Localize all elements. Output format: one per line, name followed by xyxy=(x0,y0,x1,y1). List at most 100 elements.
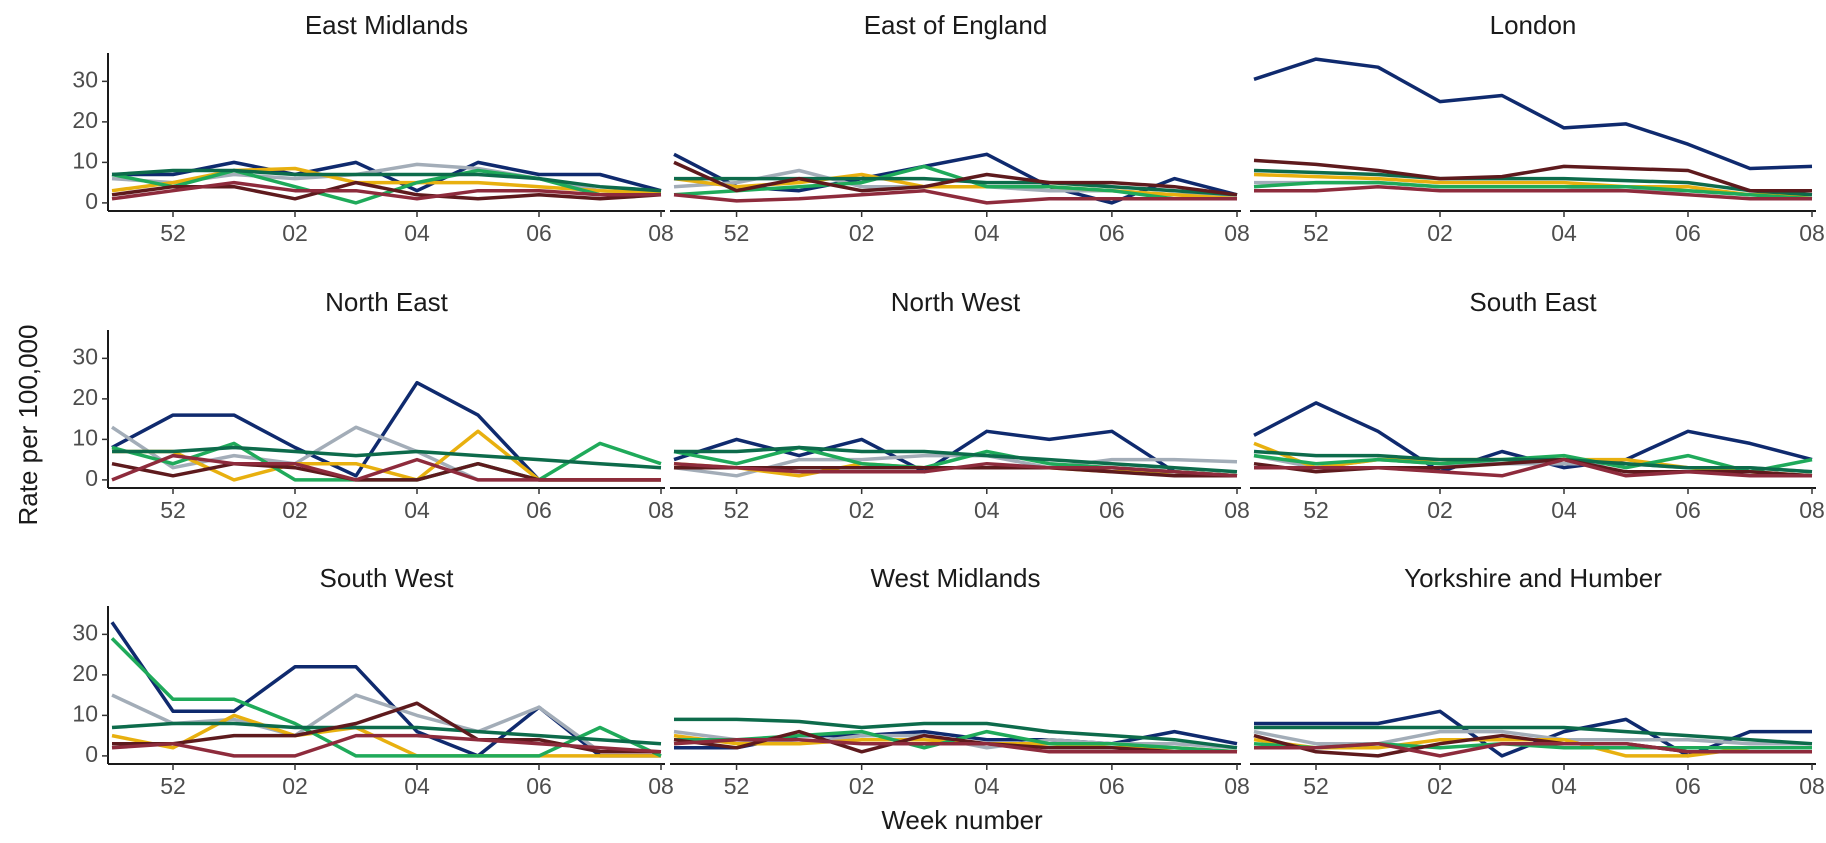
panel: East of England 52 02 04 06 08 xyxy=(670,10,1250,246)
x-tick-label: 08 xyxy=(1799,773,1825,799)
x-tick-label: 08 xyxy=(648,220,674,246)
x-tick-label: 04 xyxy=(1551,220,1577,246)
series-line xyxy=(673,168,1237,197)
x-tick-label: 06 xyxy=(526,497,552,523)
series-line xyxy=(111,180,661,201)
x-tick-label: 04 xyxy=(974,497,1000,523)
series-line xyxy=(111,168,662,193)
x-axis-title: Week number xyxy=(881,805,1043,835)
panel: North East 52 02 04 06 08 0 10 20 30 xyxy=(72,287,673,523)
x-tick-label: 06 xyxy=(1099,773,1125,799)
series-line xyxy=(1253,449,1813,474)
x-tick-label: 06 xyxy=(1099,497,1125,523)
series-line xyxy=(112,160,662,193)
series-line xyxy=(673,164,1237,201)
y-tick-label: 0 xyxy=(85,741,98,767)
y-tick-label: 20 xyxy=(72,107,98,133)
y-tick-label: 30 xyxy=(72,66,98,92)
panel-title: North West xyxy=(891,287,1021,317)
x-tick-label: 02 xyxy=(282,497,308,523)
x-tick-label: 08 xyxy=(1224,497,1250,523)
series-line xyxy=(673,461,1238,478)
y-tick-label: 20 xyxy=(72,660,98,686)
x-tick-label: 52 xyxy=(1303,773,1329,799)
x-tick-label: 06 xyxy=(526,773,552,799)
series-line xyxy=(1253,172,1812,197)
panel-title: South West xyxy=(320,563,455,593)
x-tick-label: 52 xyxy=(160,773,186,799)
series-line xyxy=(1253,729,1812,746)
x-tick-label: 52 xyxy=(724,220,750,246)
y-tick-label: 30 xyxy=(72,343,98,369)
series-line xyxy=(1254,184,1812,201)
series-line xyxy=(1254,741,1812,758)
x-tick-label: 52 xyxy=(160,220,186,246)
panel-title: West Midlands xyxy=(870,563,1040,593)
series-line xyxy=(1253,168,1813,197)
x-tick-label: 06 xyxy=(1675,773,1701,799)
x-tick-label: 04 xyxy=(404,497,430,523)
panel: Yorkshire and Humber 52 02 04 06 08 xyxy=(1250,563,1825,799)
y-axis-title: Rate per 100,000 xyxy=(13,325,43,526)
x-tick-label: 52 xyxy=(1303,220,1329,246)
series-line xyxy=(1253,457,1813,478)
series-line xyxy=(673,429,1238,478)
x-tick-label: 02 xyxy=(1427,773,1453,799)
panel: North West 52 02 04 06 08 xyxy=(670,287,1250,523)
series-line xyxy=(111,380,661,482)
x-tick-label: 52 xyxy=(724,497,750,523)
series-line xyxy=(674,445,1238,474)
series-line xyxy=(673,188,1237,205)
x-tick-label: 52 xyxy=(1303,497,1329,523)
series-line xyxy=(1254,457,1812,478)
panel-title: East of England xyxy=(864,10,1048,40)
series-line xyxy=(1253,158,1812,193)
x-tick-label: 02 xyxy=(282,220,308,246)
series-line xyxy=(111,733,662,758)
x-tick-label: 08 xyxy=(1224,773,1250,799)
x-tick-label: 08 xyxy=(648,497,674,523)
x-tick-label: 08 xyxy=(648,773,674,799)
panel-title: London xyxy=(1490,10,1577,40)
x-tick-label: 02 xyxy=(849,497,875,523)
x-tick-label: 52 xyxy=(160,497,186,523)
series-line xyxy=(111,168,661,205)
series-line xyxy=(111,166,662,195)
y-tick-label: 0 xyxy=(85,465,98,491)
y-tick-label: 10 xyxy=(72,147,98,173)
y-tick-label: 30 xyxy=(72,619,98,645)
x-tick-label: 06 xyxy=(1675,220,1701,246)
series-line xyxy=(673,737,1237,754)
x-tick-label: 02 xyxy=(1427,497,1453,523)
panel: London 52 02 04 06 08 xyxy=(1250,10,1825,246)
series-line xyxy=(111,721,662,746)
series-line xyxy=(674,717,1238,750)
series-line xyxy=(110,637,662,758)
series-line xyxy=(1254,725,1813,746)
y-tick-label: 10 xyxy=(72,700,98,726)
series-line xyxy=(673,733,1238,754)
panel-title: East Midlands xyxy=(305,10,468,40)
series-line xyxy=(1253,180,1813,201)
series-line xyxy=(1253,453,1813,474)
y-tick-label: 10 xyxy=(72,424,98,450)
x-tick-label: 02 xyxy=(1427,220,1453,246)
panel: South East 52 02 04 06 08 xyxy=(1250,287,1825,523)
x-tick-label: 04 xyxy=(404,220,430,246)
y-tick-label: 0 xyxy=(85,188,98,214)
x-tick-label: 02 xyxy=(849,220,875,246)
x-tick-label: 02 xyxy=(849,773,875,799)
series-line xyxy=(1253,57,1813,171)
x-tick-label: 06 xyxy=(526,220,552,246)
x-tick-label: 06 xyxy=(1675,497,1701,523)
panel: West Midlands 52 02 04 06 08 xyxy=(670,563,1250,799)
panel-title: South East xyxy=(1469,287,1597,317)
panel: East Midlands 52 02 04 06 08 0 10 20 30 xyxy=(72,10,673,246)
series-line xyxy=(111,693,661,754)
series-line xyxy=(112,445,662,470)
x-tick-label: 04 xyxy=(974,220,1000,246)
x-tick-label: 08 xyxy=(1799,497,1825,523)
panel-title: North East xyxy=(325,287,449,317)
series-line xyxy=(111,713,661,758)
